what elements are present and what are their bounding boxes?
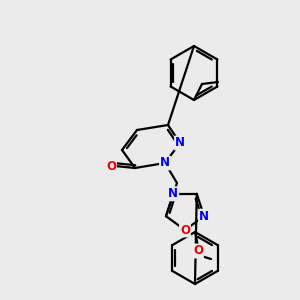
Text: O: O xyxy=(180,224,190,236)
Text: N: N xyxy=(175,136,185,149)
Text: N: N xyxy=(168,187,178,200)
Text: N: N xyxy=(199,210,209,223)
Text: O: O xyxy=(106,160,116,172)
Text: O: O xyxy=(193,244,203,257)
Text: N: N xyxy=(160,157,170,169)
